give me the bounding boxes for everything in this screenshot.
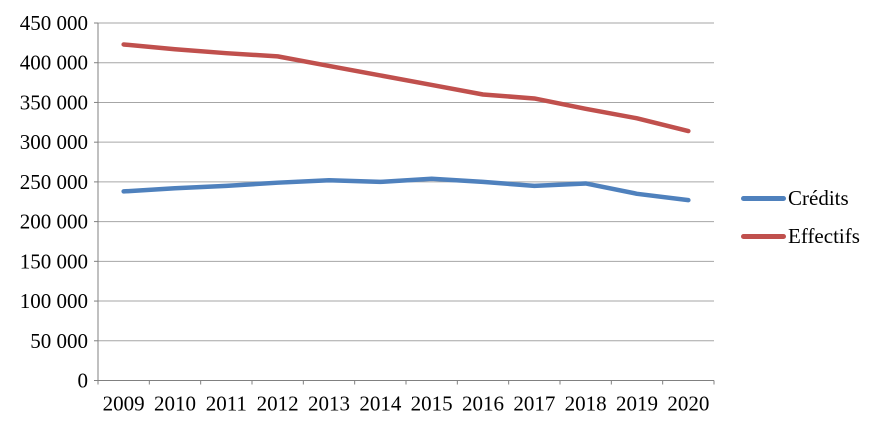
legend-label-effectifs: Effectifs: [788, 223, 860, 248]
y-tick-label: 400 000: [20, 51, 88, 75]
x-tick-labels: 2009 2010 2011 2012 2013 2014 2015 2016 2017 2018…: [97, 380, 715, 416]
legend-item-effectifs: Effectifs: [741, 222, 860, 250]
legend-item-credits: Crédits: [741, 184, 860, 212]
y-tick-label: 300 000: [20, 130, 88, 154]
x-tick-label: 2018: [565, 392, 607, 416]
y-tick-label: 450 000: [20, 11, 88, 35]
x-tick-label: 2016: [462, 392, 504, 416]
legend-label-credits: Crédits: [788, 185, 849, 210]
y-tick-label: 50 000: [30, 329, 88, 353]
x-tick-label: 2014: [359, 392, 402, 416]
y-tick-label: 250 000: [20, 170, 88, 194]
x-tick-label: 2015: [411, 392, 453, 416]
axes: [97, 23, 714, 381]
credits-line-swatch: [741, 195, 786, 201]
y-tick-label: 150 000: [20, 249, 88, 273]
x-tick-label: 2017: [513, 392, 555, 416]
y-tick-labels: 0 50 000 100 000 150 000 200 000 250 000 300 0…: [20, 11, 98, 393]
x-tick-label: 2010: [154, 392, 196, 416]
y-tick-label: 100 000: [20, 289, 88, 313]
y-tick-label: 350 000: [20, 90, 88, 114]
series-line-effectifs: [121, 42, 691, 134]
y-tick-label: 0: [78, 369, 89, 393]
x-tick-label: 2012: [257, 392, 299, 416]
legend: Crédits Effectifs: [741, 184, 860, 250]
x-tick-label: 2013: [308, 392, 350, 416]
effectifs-line-swatch: [741, 233, 786, 239]
series-line-credits: [121, 176, 691, 203]
y-tick-label: 200 000: [20, 210, 88, 234]
x-tick-label: 2011: [206, 392, 247, 416]
x-tick-label: 2009: [103, 392, 145, 416]
x-tick-label: 2019: [616, 392, 658, 416]
x-tick-label: 2020: [667, 392, 709, 416]
